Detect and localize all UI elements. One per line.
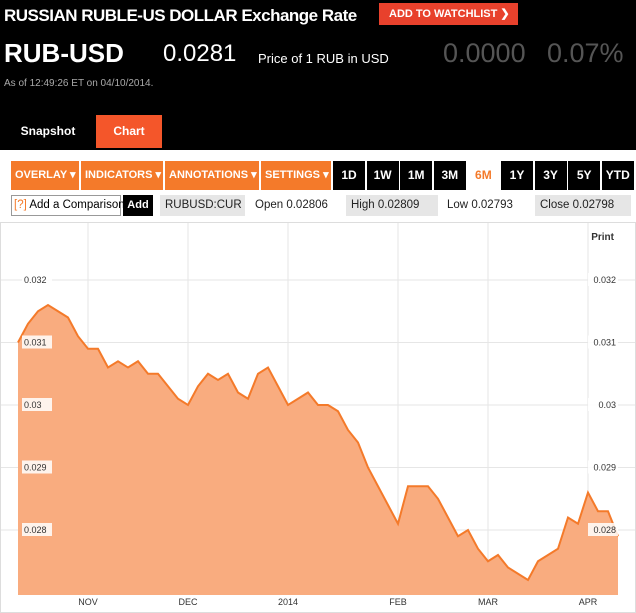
watchlist-label: ADD TO WATCHLIST (389, 8, 498, 20)
tick-label-bg (22, 398, 52, 411)
y-tick-label: 0.032 (593, 275, 616, 285)
header: RUSSIAN RUBLE-US DOLLAR Exchange Rate AD… (0, 0, 636, 150)
tick-label-bg (588, 523, 618, 536)
print-link[interactable]: Print (591, 232, 614, 243)
tick-label-bg (22, 460, 52, 474)
range-button[interactable]: YTD (601, 161, 634, 190)
field-label: Close (540, 199, 570, 211)
chart: Print NOV DEC 2014 FEB MAR APR 0.028 0.028 0.029… (0, 222, 636, 613)
menu-label: INDICATORS (85, 169, 153, 181)
y-tick-label: 0.03 (598, 400, 616, 410)
menu-button[interactable]: OVERLAY ▾ (11, 161, 79, 190)
ticker: RUBUSD:CUR (160, 195, 245, 216)
price: 0.0281 (163, 40, 237, 67)
compare-placeholder: Add a Comparison (29, 199, 125, 211)
y-tick-label: 0.028 (24, 525, 47, 535)
tick-label-bg (588, 335, 618, 349)
y-tick-label: 0.031 (24, 338, 47, 348)
range-button[interactable]: 1D (333, 161, 365, 190)
quote-field: Low 0.02793 (442, 195, 530, 216)
quote-field: High 0.02809 (346, 195, 438, 216)
field-label: High (351, 199, 375, 211)
watchlist-button[interactable]: ADD TO WATCHLIST ❯ (379, 3, 518, 25)
symbol: RUB-USD (4, 38, 124, 68)
timestamp: As of 12:49:26 ET on 04/10/2014. (4, 78, 154, 89)
range-button[interactable]: 1W (366, 161, 399, 190)
menu-label: SETTINGS (265, 169, 321, 181)
y-tick-label: 0.032 (24, 275, 47, 285)
x-tick-label: 2014 (278, 597, 298, 607)
tab[interactable]: Chart (96, 115, 162, 148)
x-tick-label: FEB (389, 597, 407, 607)
y-tick-label: 0.029 (593, 463, 616, 473)
menu-button[interactable]: SETTINGS ▾ (261, 161, 331, 190)
add-button[interactable]: Add (123, 195, 153, 216)
range-button[interactable]: 1M (400, 161, 433, 190)
y-tick-label: 0.03 (24, 400, 42, 410)
range-button[interactable]: 3Y (534, 161, 567, 190)
y-tick-label: 0.028 (593, 525, 616, 535)
y-tick-label: 0.029 (24, 463, 47, 473)
field-value: 0.02806 (286, 199, 328, 211)
quote-field: Close 0.02798 (535, 195, 631, 216)
tick-label-bg (588, 398, 618, 411)
field-label: Open (255, 199, 284, 211)
area (18, 305, 618, 595)
field-value: 0.02798 (572, 199, 615, 211)
range-button[interactable]: 1Y (501, 161, 533, 190)
menu-label: ANNOTATIONS (169, 169, 249, 181)
tick-label-bg (22, 523, 52, 536)
tick-label-bg (588, 460, 618, 474)
compare-input[interactable]: [?] Add a Comparison (11, 195, 125, 216)
tab[interactable]: Snapshot (4, 115, 92, 148)
x-tick-label: APR (579, 597, 598, 607)
range-button[interactable]: 6M (467, 161, 500, 190)
tick-label-bg (22, 335, 52, 349)
x-tick-label: NOV (78, 597, 98, 607)
x-tick-label: MAR (478, 597, 499, 607)
menu-button[interactable]: INDICATORS ▾ (81, 161, 163, 190)
x-tick-label: DEC (178, 597, 198, 607)
line (17, 303, 619, 582)
change-pct: 0.07% (547, 38, 624, 68)
quote-field: Open 0.02806 (250, 195, 342, 216)
menu-button[interactable]: ANNOTATIONS ▾ (165, 161, 259, 190)
help: [?] (14, 199, 27, 211)
field-value: 0.02793 (471, 199, 513, 211)
price-desc: Price of 1 RUB in USD (258, 51, 389, 66)
change: 0.0000 (443, 38, 526, 68)
field-value: 0.02809 (377, 199, 420, 211)
y-tick-label: 0.031 (593, 338, 616, 348)
tick-label-bg (22, 273, 52, 286)
range-button[interactable]: 5Y (568, 161, 601, 190)
menu-label: OVERLAY (15, 169, 67, 181)
range-button[interactable]: 3M (433, 161, 466, 190)
title: RUSSIAN RUBLE-US DOLLAR Exchange Rate (4, 6, 357, 25)
tick-label-bg (588, 273, 618, 286)
field-label: Low (447, 199, 469, 211)
